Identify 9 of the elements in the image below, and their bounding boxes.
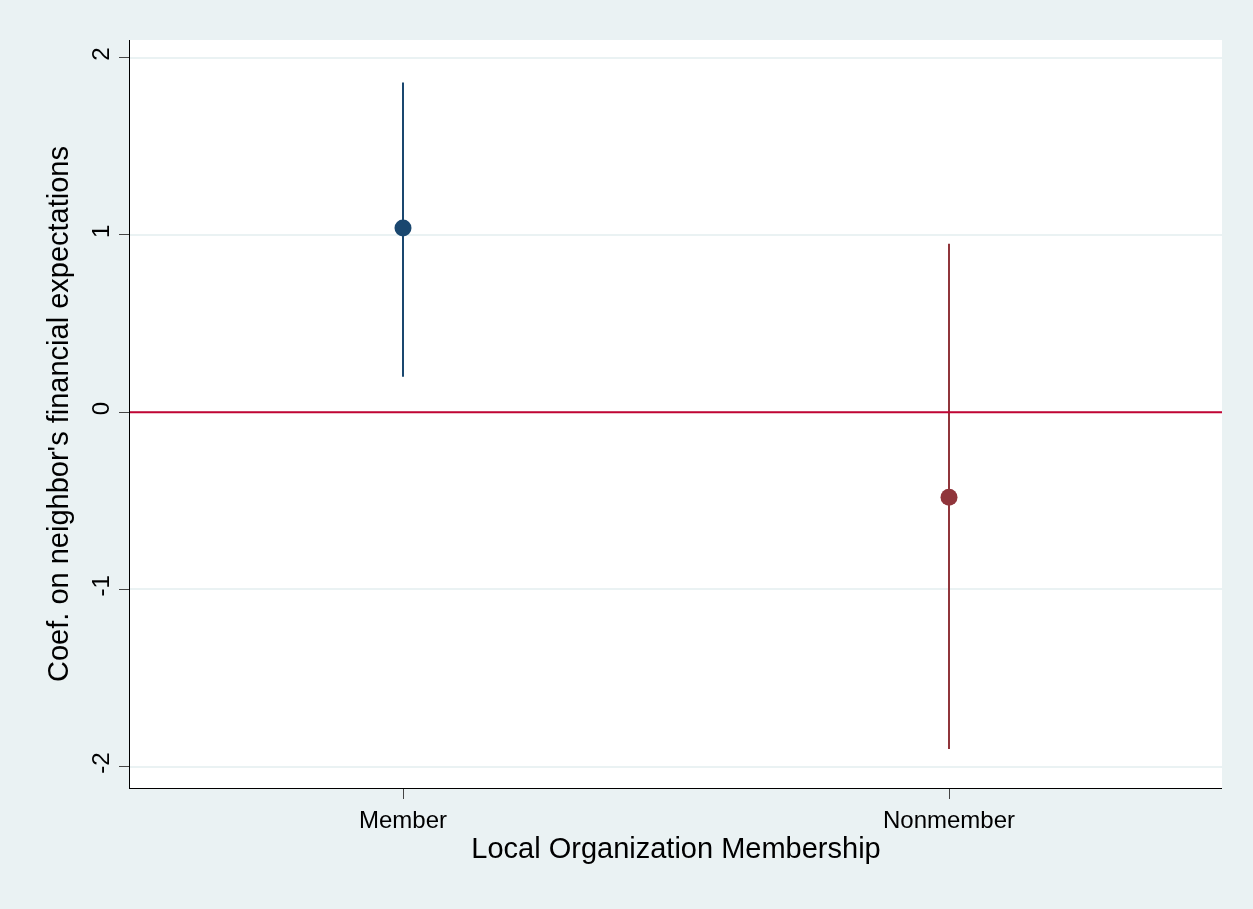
y-axis-title: Coef. on neighbor's financial expectations: [41, 146, 74, 682]
y-tick-label: 0: [87, 401, 115, 416]
y-tick-label: 2: [87, 47, 115, 61]
y-tick-label: 1: [87, 224, 115, 239]
x-tick-label: Member: [358, 805, 448, 833]
y-tick-label: -2: [87, 752, 115, 774]
x-tick-label: Nonmember: [882, 805, 1016, 833]
y-tick-label: -1: [87, 575, 115, 597]
x-axis-title: Local Organization Membership: [471, 831, 881, 864]
